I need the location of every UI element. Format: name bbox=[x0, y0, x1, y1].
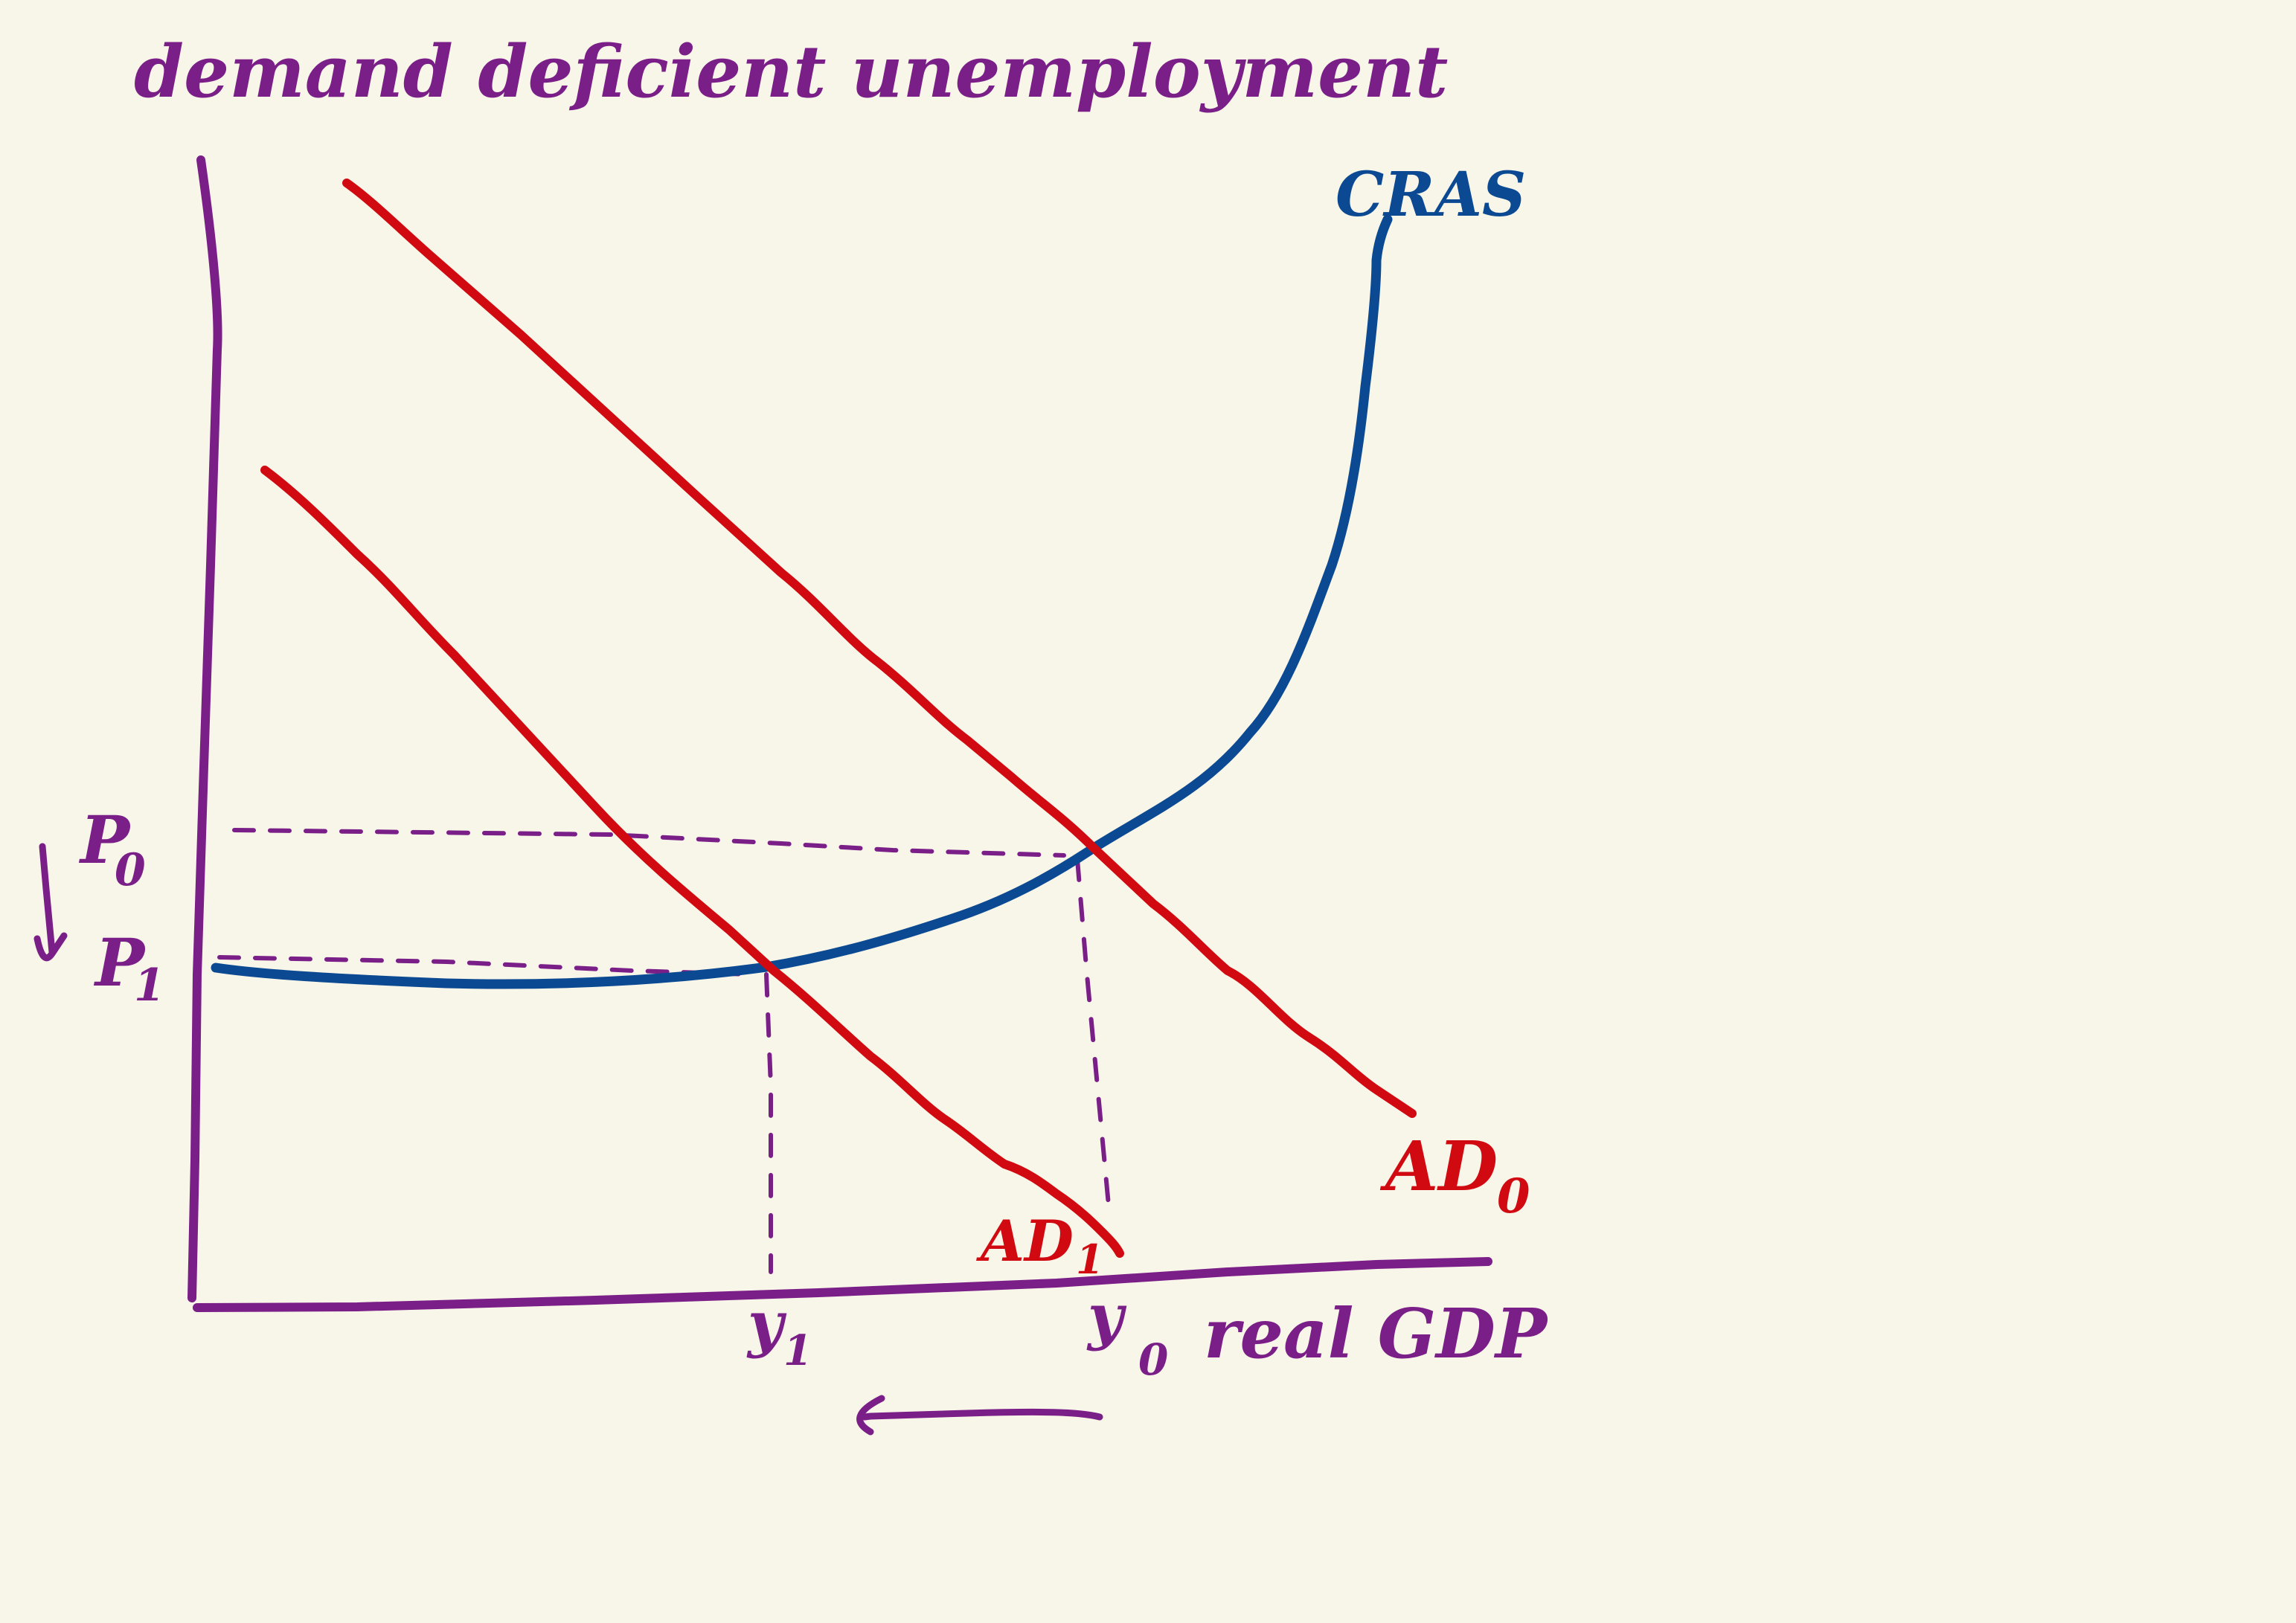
sras-curve bbox=[211, 214, 1393, 989]
p0-subscript: 0 bbox=[115, 844, 146, 896]
y1-label: y bbox=[746, 1288, 787, 1360]
output-fall-arrow bbox=[861, 1408, 1103, 1421]
sras-label: CRAS bbox=[1335, 159, 1526, 231]
y1-guide-line bbox=[764, 972, 773, 1274]
y1-subscript: 1 bbox=[783, 1326, 812, 1375]
price-fall-arrow bbox=[39, 843, 56, 956]
p1-label: P bbox=[93, 924, 147, 1001]
ad1-subscript: 1 bbox=[1076, 1235, 1104, 1283]
p0-guide-line bbox=[232, 828, 1066, 858]
y0-label: y bbox=[1086, 1281, 1127, 1352]
ad1-label: AD bbox=[976, 1208, 1074, 1274]
ad1-curve bbox=[260, 466, 1124, 1258]
output-fall-arrowhead bbox=[856, 1395, 885, 1436]
price-fall-arrowhead bbox=[33, 932, 68, 962]
ad0-subscript: 0 bbox=[1497, 1169, 1530, 1224]
y0-guide-line bbox=[1075, 857, 1111, 1207]
ad0-label: AD bbox=[1379, 1126, 1498, 1206]
y0-subscript: 0 bbox=[1138, 1334, 1168, 1385]
x-axis-label: real GDP bbox=[1204, 1293, 1549, 1374]
diagram-title: demand deficient unemployment bbox=[134, 30, 1448, 114]
y-axis bbox=[187, 155, 222, 1302]
p1-subscript: 1 bbox=[134, 960, 165, 1012]
ad0-curve bbox=[342, 179, 1417, 1118]
x-axis bbox=[193, 1257, 1492, 1312]
p0-label: P bbox=[78, 801, 132, 878]
